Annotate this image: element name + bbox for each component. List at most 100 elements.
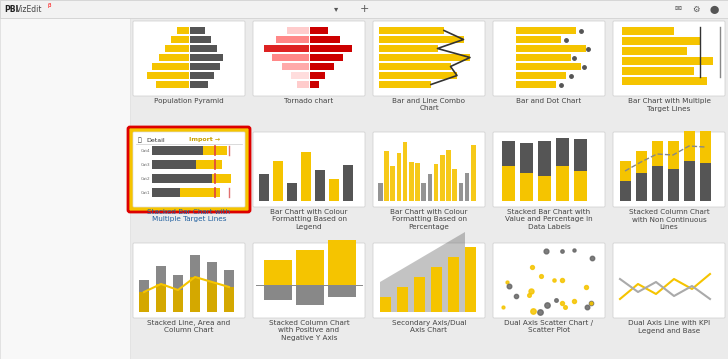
Bar: [652, 166, 663, 201]
Bar: [440, 155, 445, 201]
Bar: [379, 72, 457, 79]
Bar: [622, 77, 706, 85]
Bar: [668, 141, 679, 169]
Bar: [272, 54, 309, 61]
Bar: [212, 174, 232, 183]
Text: Tornado chart: Tornado chart: [285, 98, 333, 104]
Bar: [156, 266, 166, 284]
Bar: [329, 178, 339, 201]
Text: Stacked Line, Area and
Column Chart: Stacked Line, Area and Column Chart: [147, 320, 231, 334]
Bar: [156, 284, 166, 312]
FancyBboxPatch shape: [373, 243, 485, 318]
Text: Bar and Line Combo
Chart: Bar and Line Combo Chart: [392, 98, 465, 112]
Bar: [502, 141, 515, 166]
Bar: [190, 45, 217, 52]
Bar: [196, 160, 222, 169]
Bar: [379, 27, 444, 34]
Text: VizEdit: VizEdit: [16, 5, 42, 14]
Bar: [379, 45, 438, 52]
FancyBboxPatch shape: [493, 21, 605, 96]
FancyBboxPatch shape: [493, 243, 605, 318]
Bar: [190, 81, 208, 88]
Bar: [384, 151, 389, 201]
Text: Stacked Column Chart
with Positive and
Negative Y Axis: Stacked Column Chart with Positive and N…: [269, 320, 349, 341]
Bar: [379, 36, 464, 43]
Bar: [296, 250, 324, 285]
Bar: [190, 27, 205, 34]
FancyBboxPatch shape: [613, 21, 725, 96]
Bar: [159, 54, 189, 61]
Text: ▾: ▾: [334, 5, 339, 14]
Bar: [264, 260, 292, 285]
Text: Secondary Axis/Dual
Axis Chart: Secondary Axis/Dual Axis Chart: [392, 320, 467, 334]
Bar: [471, 145, 475, 201]
Bar: [652, 141, 663, 166]
Bar: [156, 81, 189, 88]
Bar: [310, 72, 325, 79]
FancyBboxPatch shape: [253, 21, 365, 96]
Text: Bar Chart with Colour
Formatting Based on
Percentage: Bar Chart with Colour Formatting Based o…: [390, 209, 468, 230]
Bar: [0, 18, 130, 359]
Text: Detail: Detail: [146, 137, 165, 143]
Bar: [224, 287, 234, 312]
Text: Cat3: Cat3: [141, 163, 150, 167]
Bar: [556, 166, 569, 201]
Bar: [379, 54, 470, 61]
Bar: [622, 67, 694, 75]
Bar: [287, 27, 309, 34]
Text: Dual Axis Line with KPI
Legend and Base: Dual Axis Line with KPI Legend and Base: [628, 320, 710, 334]
Text: ⚙: ⚙: [692, 5, 700, 14]
Bar: [190, 63, 220, 70]
Bar: [264, 285, 292, 300]
Bar: [684, 131, 695, 161]
Bar: [409, 162, 414, 201]
Bar: [380, 297, 391, 312]
Bar: [379, 63, 451, 70]
Bar: [464, 173, 470, 201]
Bar: [403, 142, 407, 201]
Text: Bar Chart with Colour
Formatting Based on
Legend: Bar Chart with Colour Formatting Based o…: [270, 209, 348, 230]
FancyBboxPatch shape: [373, 21, 485, 96]
Bar: [190, 255, 200, 277]
Bar: [310, 81, 319, 88]
Bar: [282, 63, 309, 70]
Bar: [171, 36, 189, 43]
Text: Bar and Dot Chart: Bar and Dot Chart: [516, 98, 582, 104]
Bar: [397, 153, 401, 201]
Bar: [0, 0, 728, 18]
Text: Cat4: Cat4: [141, 149, 150, 153]
Bar: [700, 163, 711, 201]
Bar: [622, 47, 687, 55]
Bar: [538, 141, 551, 176]
Bar: [291, 72, 309, 79]
FancyBboxPatch shape: [253, 243, 365, 318]
Bar: [516, 54, 571, 61]
Bar: [415, 163, 420, 201]
Bar: [574, 171, 587, 201]
Bar: [520, 143, 533, 173]
Text: Stacked Bar Chart with
Value and Percentage in
Data Labels: Stacked Bar Chart with Value and Percent…: [505, 209, 593, 230]
Bar: [574, 139, 587, 171]
Bar: [636, 151, 647, 173]
Bar: [259, 174, 269, 201]
Bar: [446, 150, 451, 201]
Bar: [668, 169, 679, 201]
Bar: [516, 81, 556, 88]
Text: Stacked Column Chart
with Non Continuous
Lines: Stacked Column Chart with Non Continuous…: [628, 209, 709, 230]
Bar: [378, 183, 382, 201]
Bar: [296, 285, 324, 305]
Text: Population Pyramid: Population Pyramid: [154, 98, 224, 104]
Bar: [422, 183, 426, 201]
Bar: [152, 188, 180, 197]
Bar: [502, 166, 515, 201]
Text: Cat2: Cat2: [141, 177, 150, 181]
Text: +: +: [360, 4, 368, 14]
FancyBboxPatch shape: [133, 132, 245, 207]
Text: Stacked Bar Chart with
Multiple Target Lines: Stacked Bar Chart with Multiple Target L…: [148, 209, 231, 223]
Bar: [297, 81, 309, 88]
Text: ⬤: ⬤: [709, 5, 719, 14]
Bar: [431, 267, 442, 312]
Bar: [190, 54, 223, 61]
Text: β: β: [47, 4, 50, 9]
Text: Import →: Import →: [189, 137, 220, 143]
